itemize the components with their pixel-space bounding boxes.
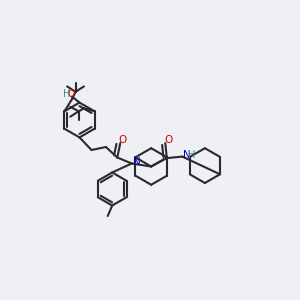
Text: N: N (183, 150, 191, 160)
Text: H: H (63, 88, 70, 99)
Text: H: H (188, 150, 195, 160)
Text: N: N (133, 157, 140, 167)
Text: O: O (67, 88, 75, 99)
Text: O: O (118, 134, 127, 145)
Text: O: O (165, 134, 173, 145)
